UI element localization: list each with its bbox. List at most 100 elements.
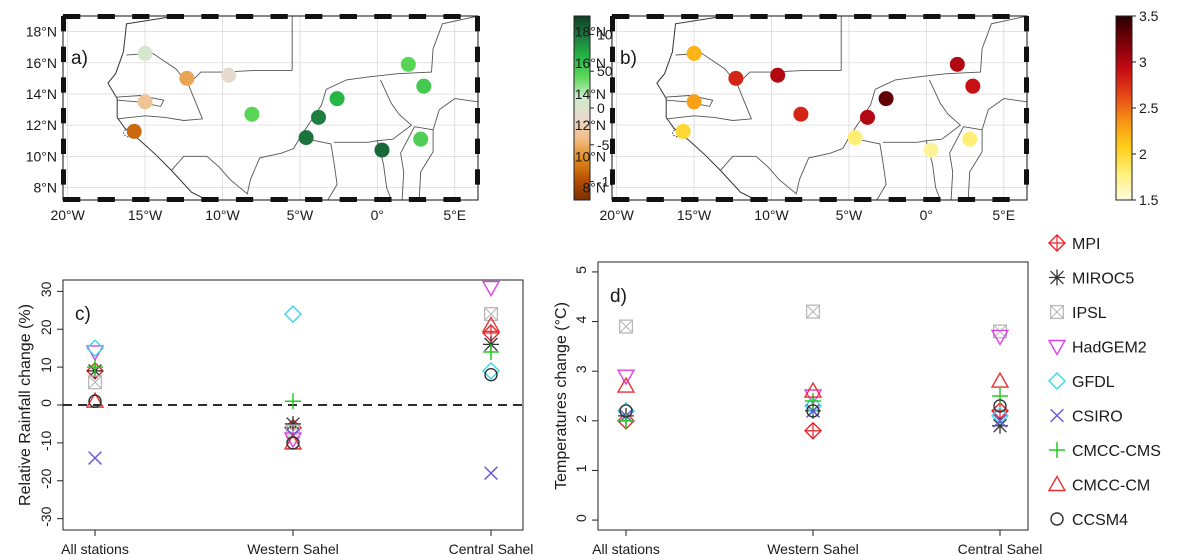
colorbar-bar [573,15,591,201]
map-frame-check-bottom [235,197,254,202]
marker-plus [1049,442,1065,458]
legend-entry-label: CSIRO [1072,409,1123,426]
station-marker [965,78,981,94]
marker-triangle-up [481,316,501,333]
map-frame-check-top [270,14,288,19]
map-y-tick-label: 16°N [26,55,57,71]
marker-asterisk [992,417,1008,434]
colorbar-tick-label: 0 [597,100,605,116]
map-frame-check-right [1024,138,1029,154]
legend-entry-label: GFDL [1072,374,1115,391]
map-border [400,126,434,200]
panel-label: c) [75,304,91,325]
map-frame-check-top [339,14,357,19]
map-frame-check-bottom [408,197,427,202]
map-x-tick-label: 5°E [992,207,1015,223]
station-marker [675,123,691,139]
station-marker [860,109,876,125]
map-frame-check-right [475,77,480,93]
marker-circle [806,404,820,418]
map-frame-check-bottom [888,197,906,202]
map-border [883,79,962,143]
legend-entry-label: CMCC-CMS [1072,443,1161,460]
map-frame-check-bottom [97,197,115,202]
map-frame-check-left [61,46,66,62]
y-tick-label: 0 [38,399,54,407]
station-marker [793,106,809,122]
map-frame-check-top [750,14,768,19]
map-frame-check-bottom [166,197,185,202]
map-frame-check-bottom [374,197,392,202]
y-tick-label: 4 [573,315,589,323]
marker-diamond [284,305,302,324]
marker-square-x-cross [619,319,633,334]
station-marker [311,109,327,125]
marker-triangle-down [1047,339,1067,356]
legend-entry-label: CMCC-CM [1072,478,1150,495]
map-frame-check-left [610,169,615,185]
marker-triangle-up [990,371,1010,388]
marker-x [484,466,498,481]
map-border [126,52,293,86]
map-frame-check-bottom [132,197,150,202]
marker-asterisk [285,415,301,432]
marker-x [993,413,1007,428]
station-marker [244,106,260,122]
map-panel-b: 20°W 15°W 10°W 5°W 0° 5°E 8°N 10°N 12°N 14°N 16°N 1… [575,14,1029,223]
colorbar-bar [1115,15,1133,201]
map-frame-check-top [374,14,392,19]
marker-triangle-up [803,381,823,398]
map-border [848,16,1027,138]
station-marker [329,91,345,107]
map-panel-a: 20°W 15°W 10°W 5°W 0° 5°E 8°N 10°N 12°N 14°N 16°N 1… [26,14,480,223]
map-frame-check-bottom [784,197,803,202]
legend-entry-label: MIROC5 [1072,271,1134,288]
map-frame-check-top [166,14,185,19]
map-x-tick-label: 10°W [205,207,240,223]
map-frame-check-left [610,77,615,93]
marker-triangle-up [1047,475,1067,492]
map-frame-check-right [475,16,480,32]
legend-entry-label: MPI [1072,236,1100,253]
map-frame-check-right [1024,169,1029,185]
station-marker [179,70,195,86]
map-frame-check-right [1024,108,1029,124]
map-frame-check-top [992,14,1010,19]
map-frame-check-right [475,169,480,185]
map-frame-check-left [610,138,615,154]
marker-diamond [991,406,1009,425]
colorbar-tick-label: 2 [1139,146,1147,162]
marker-square-x [1049,304,1065,320]
map-y-tick-label: 12°N [26,117,57,133]
map-frame-check-bottom [681,197,699,202]
marker-circle [484,367,498,382]
map-frame-check-top [235,14,254,19]
map-border [418,98,478,200]
marker-square-x [618,319,634,334]
marker-circle [1050,512,1064,526]
marker-triangle-down [481,280,501,297]
station-marker [400,56,416,72]
marker-x [1050,408,1064,423]
map-frame-check-left [610,46,615,62]
marker-square-x [992,324,1008,339]
map-y-tick-label: 12°N [575,117,606,133]
panel-label: d) [610,286,627,307]
map-frame-check-right [475,138,480,154]
marker-circle [286,436,300,450]
map-frame-check-right [475,108,480,124]
x-tick-label: All stations [61,541,129,555]
x-tick-label: Central Sahel [958,541,1043,555]
map-x-tick-label: 5°E [443,207,466,223]
map-area [612,16,1027,200]
colorbar-tick-label: 3.5 [1139,8,1159,24]
station-marker [221,67,237,83]
marker-diamond [804,396,822,415]
map-frame-check-top [132,14,150,19]
map-frame-check-top [681,14,699,19]
colorbar-tick-label: 2.5 [1139,100,1159,116]
map-frame-check-top [201,14,219,19]
map-background [612,16,1027,200]
station-marker [962,131,978,147]
